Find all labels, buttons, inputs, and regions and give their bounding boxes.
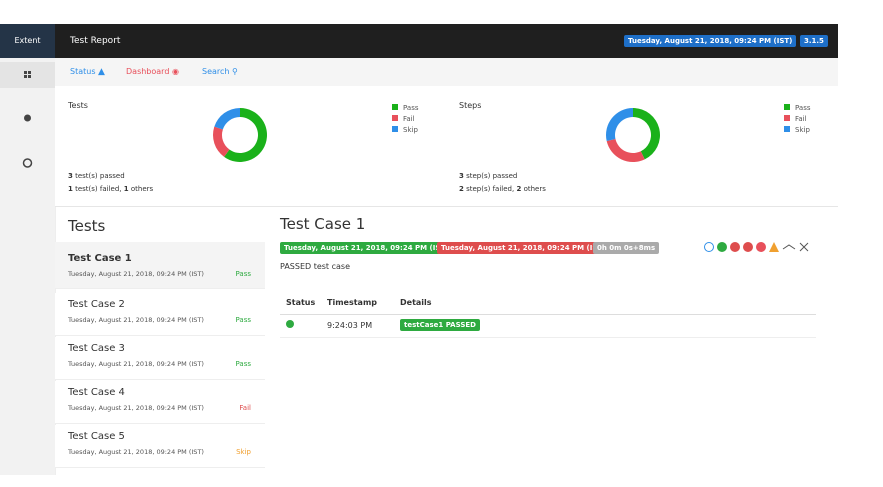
legend-label: Fail — [795, 115, 807, 123]
close-icon[interactable] — [799, 242, 809, 252]
dashboard-icon[interactable] — [22, 158, 33, 168]
test-item[interactable]: Test Case 1 Tuesday, August 21, 2018, 09:… — [55, 242, 265, 289]
donut-segment — [606, 108, 633, 142]
nav-status[interactable]: Status ▲ — [70, 67, 105, 77]
test-item[interactable]: Test Case 4 Tuesday, August 21, 2018, 09:… — [55, 381, 265, 424]
legend-label: Fail — [403, 115, 415, 123]
report-title: Test Report — [70, 36, 121, 46]
skip-icon[interactable] — [782, 244, 796, 250]
count: 2 — [516, 185, 522, 193]
donut-segment — [606, 139, 645, 162]
legend-item: Skip — [784, 126, 810, 134]
steps-summary: 3 step(s) passed — [459, 172, 517, 180]
count: 2 — [459, 185, 464, 193]
label: others — [523, 185, 546, 193]
date-badge: Tuesday, August 21, 2018, 09:24 PM (IST) — [624, 35, 797, 47]
test-item[interactable]: Test Case 2 Tuesday, August 21, 2018, 09:… — [55, 293, 265, 336]
test-status: Pass — [235, 270, 252, 278]
legend-label: Skip — [795, 126, 810, 134]
end-badge: Tuesday, August 21, 2018, 09:24 PM (IST) — [437, 242, 610, 254]
test-time: Tuesday, August 21, 2018, 09:24 PM (IST) — [68, 360, 204, 368]
test-item[interactable]: Test Case 5 Tuesday, August 21, 2018, 09:… — [55, 425, 265, 468]
bug-icon[interactable] — [24, 114, 31, 122]
tests-summary: 3 test(s) passed — [68, 172, 125, 180]
legend-item: Pass — [392, 104, 419, 112]
detail-description: PASSED test case — [280, 262, 350, 271]
tests-heading: Tests — [68, 217, 106, 235]
label: step(s) passed — [466, 172, 518, 180]
tests-title: Tests — [68, 101, 88, 110]
start-badge: Tuesday, August 21, 2018, 09:24 PM (IST) — [280, 242, 453, 254]
info-icon[interactable] — [704, 242, 714, 252]
legend-item: Fail — [784, 115, 807, 123]
label: others — [130, 185, 154, 193]
legend-label: Pass — [403, 104, 419, 112]
error-icon[interactable] — [756, 242, 766, 252]
test-status: Pass — [235, 360, 252, 368]
sidebar-active — [0, 62, 55, 88]
detail-title: Test Case 1 — [280, 215, 366, 233]
test-name: Test Case 5 — [68, 431, 125, 442]
test-time: Tuesday, August 21, 2018, 09:24 PM (IST) — [68, 448, 204, 456]
donut-segment — [224, 108, 267, 162]
test-name: Test Case 1 — [68, 253, 132, 264]
nav-dashboard[interactable]: Dashboard ◉ — [126, 67, 179, 76]
donut-segment — [214, 108, 240, 130]
label: test(s) failed, — [75, 185, 122, 193]
logo[interactable]: Extent — [0, 24, 55, 58]
steps-title: Steps — [459, 101, 482, 110]
test-time: Tuesday, August 21, 2018, 09:24 PM (IST) — [68, 270, 204, 278]
test-name: Test Case 2 — [68, 299, 125, 310]
test-status: Fail — [239, 404, 251, 412]
legend-item: Fail — [392, 115, 415, 123]
version-badge: 3.1.5 — [800, 35, 828, 47]
grid-icon[interactable] — [24, 71, 31, 78]
test-name: Test Case 3 — [68, 343, 125, 354]
test-name: Test Case 4 — [68, 387, 125, 398]
count: 3 — [68, 172, 73, 180]
row-status-icon — [286, 320, 294, 328]
table-line — [280, 314, 816, 315]
legend-item: Skip — [392, 126, 418, 134]
donut-segment — [633, 108, 660, 160]
donut-segment — [213, 126, 230, 157]
col-details: Details — [400, 298, 432, 307]
duration-badge: 0h 0m 0s+8ms — [593, 242, 660, 254]
nav-search[interactable]: Search ⚲ — [202, 67, 238, 76]
row-details: testCase1 PASSED — [400, 319, 480, 331]
fail-icon[interactable] — [730, 242, 740, 252]
test-time: Tuesday, August 21, 2018, 09:24 PM (IST) — [68, 316, 204, 324]
row-timestamp: 9:24:03 PM — [327, 321, 373, 330]
col-status: Status — [286, 298, 316, 307]
table-line — [280, 337, 816, 338]
test-time: Tuesday, August 21, 2018, 09:24 PM (IST) — [68, 404, 204, 412]
warning-icon[interactable] — [769, 242, 779, 252]
count: 1 — [123, 185, 129, 193]
label: step(s) failed, — [466, 185, 515, 193]
test-item[interactable]: Test Case 3 Tuesday, August 21, 2018, 09:… — [55, 337, 265, 380]
test-status: Skip — [236, 448, 251, 456]
label: test(s) passed — [75, 172, 125, 180]
fatal-icon[interactable] — [743, 242, 753, 252]
count: 3 — [459, 172, 464, 180]
test-status: Pass — [235, 316, 252, 324]
dashboard-charts — [213, 108, 660, 162]
legend-item: Pass — [784, 104, 811, 112]
tests-summary: 1 test(s) failed, 1 others — [68, 185, 153, 193]
sidebar-icons — [22, 71, 33, 168]
detail-icons — [704, 242, 809, 252]
nav-bar — [55, 58, 838, 86]
legend-label: Pass — [795, 104, 811, 112]
legend-label: Skip — [403, 126, 418, 134]
count: 1 — [68, 185, 73, 193]
steps-summary: 2 step(s) failed, 2 others — [459, 185, 546, 193]
col-timestamp: Timestamp — [327, 298, 378, 307]
divider — [55, 206, 838, 207]
sidebar — [0, 58, 55, 475]
pass-icon[interactable] — [717, 242, 727, 252]
